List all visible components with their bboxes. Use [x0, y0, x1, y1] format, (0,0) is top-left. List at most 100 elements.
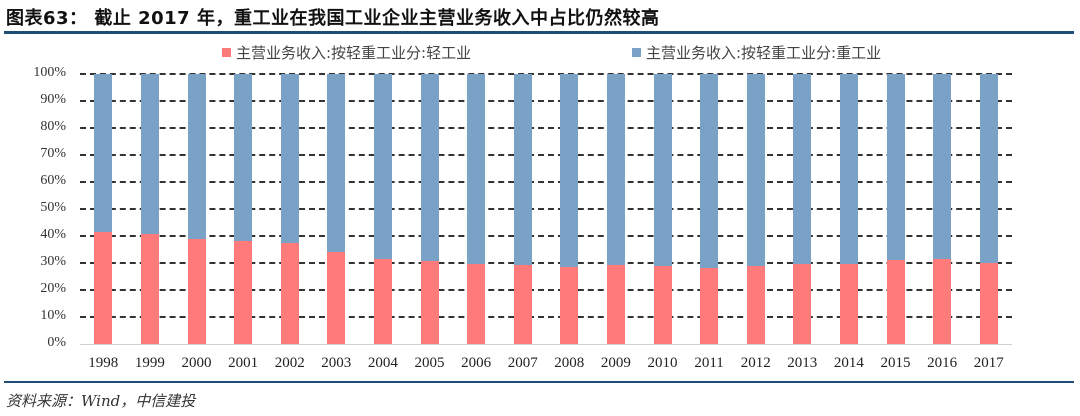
x-tick-label: 2000	[181, 355, 212, 371]
bar-segment-heavy	[187, 74, 206, 240]
x-tick-label: 2010	[647, 355, 678, 371]
bar-2010	[653, 74, 672, 344]
bar-segment-heavy	[886, 74, 905, 261]
bar-2014	[839, 74, 858, 344]
bar-2011	[700, 74, 719, 344]
bar-2005	[420, 74, 439, 344]
bar-segment-light	[187, 239, 206, 344]
bar-2017	[979, 74, 998, 344]
bar-2012	[746, 74, 765, 344]
x-tick-label: 2002	[274, 355, 305, 371]
bar-segment-heavy	[280, 74, 299, 243]
y-tick-label: 70%	[40, 146, 66, 161]
bar-segment-heavy	[933, 74, 952, 259]
bar-2004	[373, 74, 392, 344]
bar-2013	[793, 74, 812, 344]
gridline	[80, 316, 1012, 318]
title-divider	[4, 31, 1074, 34]
gridline	[80, 181, 1012, 183]
bar-segment-light	[140, 233, 159, 344]
bar-segment-heavy	[327, 74, 346, 252]
x-tick-label: 2003	[321, 355, 352, 371]
y-tick-label: 90%	[40, 92, 66, 107]
bar-segment-heavy	[979, 74, 998, 263]
x-tick-label: 2009	[600, 355, 631, 371]
x-tick-label: 2008	[554, 355, 585, 371]
bar-segment-light	[327, 251, 346, 344]
y-tick-label: 100%	[33, 65, 66, 80]
bar-2008	[560, 74, 579, 344]
x-tick-label: 1999	[134, 355, 165, 371]
bar-segment-heavy	[94, 74, 113, 232]
bar-2002	[280, 74, 299, 344]
bar-segment-heavy	[467, 74, 486, 264]
bar-segment-heavy	[513, 74, 532, 265]
bar-segment-light	[700, 267, 719, 344]
bar-segment-heavy	[234, 74, 253, 242]
y-tick-label: 50%	[40, 200, 66, 215]
bar-segment-heavy	[140, 74, 159, 234]
legend-swatch-heavy-icon	[632, 48, 641, 57]
bar-segment-heavy	[653, 74, 672, 267]
bar-segment-heavy	[700, 74, 719, 268]
bar-segment-light	[467, 263, 486, 344]
bar-2001	[234, 74, 253, 344]
y-tick-label: 0%	[47, 335, 66, 350]
bar-segment-heavy	[420, 74, 439, 261]
bar-segment-light	[746, 265, 765, 344]
y-tick-label: 40%	[40, 227, 66, 242]
bar-segment-light	[979, 263, 998, 344]
bar-2016	[933, 74, 952, 344]
y-tick-label: 80%	[40, 119, 66, 134]
y-tick-label: 20%	[40, 281, 66, 296]
y-tick-label: 10%	[40, 308, 66, 323]
legend-label-light: 主营业务收入:按轻重工业分:轻工业	[236, 44, 472, 62]
bar-segment-heavy	[839, 74, 858, 264]
bar-2000	[187, 74, 206, 344]
gridline	[80, 235, 1012, 237]
x-tick-label: 2001	[228, 355, 259, 371]
bar-segment-heavy	[606, 74, 625, 265]
bar-segment-light	[373, 259, 392, 344]
bar-2015	[886, 74, 905, 344]
bar-segment-light	[606, 264, 625, 344]
x-tick-label: 2017	[973, 355, 1004, 371]
legend-swatch-light-icon	[222, 48, 231, 57]
x-tick-label: 1998	[88, 355, 119, 371]
x-tick-label: 2016	[927, 355, 958, 371]
gridline	[80, 289, 1012, 291]
y-tick-label: 60%	[40, 173, 66, 188]
bar-segment-light	[560, 266, 579, 344]
x-tick-label: 2011	[694, 355, 724, 371]
x-tick-label: 2013	[787, 355, 818, 371]
bar-segment-light	[886, 260, 905, 344]
bar-segment-light	[513, 264, 532, 344]
x-tick-label: 2014	[833, 355, 864, 371]
bar-segment-heavy	[746, 74, 765, 266]
data-source: 资料来源：Wind，中信建投	[6, 392, 196, 410]
x-tick-label: 2012	[740, 355, 771, 371]
legend-label-heavy: 主营业务收入:按轻重工业分:重工业	[646, 44, 882, 62]
bar-segment-light	[280, 242, 299, 344]
bar-segment-heavy	[793, 74, 812, 265]
gridline	[80, 262, 1012, 264]
gridline	[80, 73, 1012, 75]
bar-segment-light	[420, 260, 439, 344]
chart-legend: 主营业务收入:按轻重工业分:轻工业 主营业务收入:按轻重工业分:重工业	[0, 42, 1080, 62]
y-tick-label: 30%	[40, 254, 66, 269]
bar-segment-light	[933, 258, 952, 344]
gridline	[80, 100, 1012, 102]
bar-segment-light	[793, 264, 812, 344]
bar-segment-heavy	[373, 74, 392, 260]
x-tick-label: 2005	[414, 355, 445, 371]
x-tick-label: 2007	[507, 355, 538, 371]
gridline	[80, 127, 1012, 129]
legend-item-heavy-industry: 主营业务收入:按轻重工业分:重工业	[632, 42, 881, 63]
bar-2007	[513, 74, 532, 344]
bar-segment-light	[839, 263, 858, 344]
bar-1998	[94, 74, 113, 344]
x-tick-label: 2006	[461, 355, 492, 371]
chart-title: 图表63： 截止 2017 年，重工业在我国工业企业主营业务收入中占比仍然较高	[6, 8, 660, 29]
bar-2006	[467, 74, 486, 344]
